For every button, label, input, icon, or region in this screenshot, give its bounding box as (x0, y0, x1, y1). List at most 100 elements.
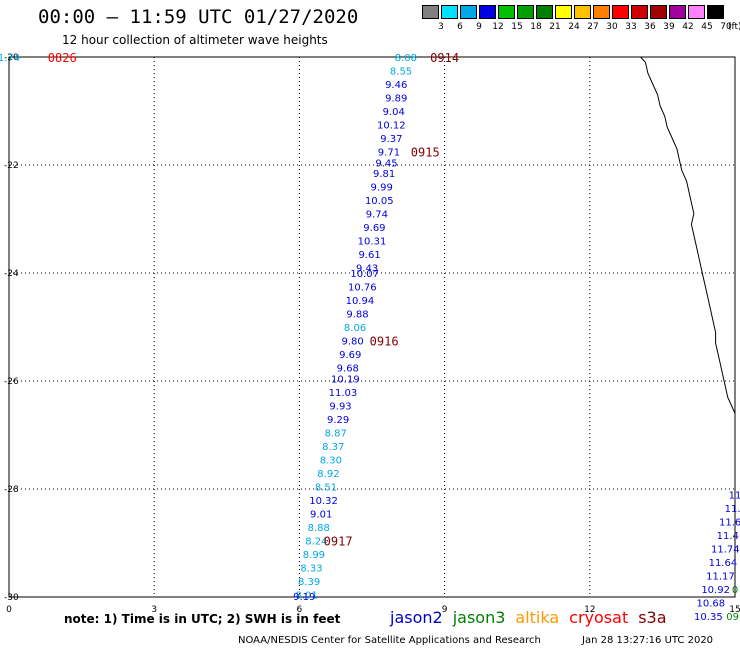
y-tick-label: -24 (4, 269, 19, 279)
satellite-legend: jason2 jason3 altika cryosat s3a (390, 608, 677, 627)
data-label: 10.92 (701, 585, 730, 596)
data-label: 9.81 (373, 169, 395, 180)
x-tick-label: 12 (584, 605, 595, 615)
legend-level-label: 36 (644, 22, 656, 32)
data-label: 9.74 (366, 210, 388, 221)
satellite-label-altika: altika (515, 608, 560, 627)
data-label: 9.80 (342, 337, 364, 348)
data-label: 11 (729, 490, 740, 501)
satellite-label-jason2: jason2 (390, 608, 443, 627)
data-label: 8.51 (315, 482, 337, 493)
y-tick-label: -28 (4, 485, 19, 495)
data-label: 8.24 (305, 536, 327, 547)
satellite-label-s3a: s3a (638, 608, 667, 627)
data-label: 8.39 (298, 577, 320, 588)
y-tick-label: -22 (4, 161, 19, 171)
data-label: 9.61 (358, 250, 380, 261)
data-label: 10.32 (309, 496, 338, 507)
data-label: 9.19 (293, 592, 315, 603)
data-label: 10.31 (358, 237, 387, 248)
data-label: 10.05 (365, 196, 394, 207)
x-tick-label: 0 (6, 605, 12, 615)
legend-swatch (460, 5, 477, 19)
data-label: 10.68 (696, 598, 725, 609)
coastline (640, 56, 736, 414)
legend-level-label: 18 (530, 22, 542, 32)
data-label: 9.89 (385, 94, 407, 105)
legend-unit: (ft) (728, 22, 740, 32)
plot-frame (8, 56, 736, 598)
data-label: 9.37 (380, 134, 402, 145)
data-label: 9.46 (385, 80, 407, 91)
time-label: 0915 (411, 146, 440, 160)
data-label: 10.76 (348, 283, 377, 294)
time-label: 0826 (48, 51, 77, 65)
data-label: 9.04 (383, 107, 405, 118)
data-label: 9.99 (371, 183, 393, 194)
y-tick-label: -30 (4, 593, 19, 603)
legend-swatch (593, 5, 610, 19)
data-label: 8.37 (322, 442, 344, 453)
legend-swatch (517, 5, 534, 19)
x-tick-label: 3 (151, 605, 157, 615)
data-label: 11.74 (711, 544, 740, 555)
legend-level-label: 42 (682, 22, 694, 32)
legend-level-label: 33 (625, 22, 637, 32)
chart-title: 00:00 – 11:59 UTC 01/27/2020 (38, 6, 359, 28)
time-label: 0917 (324, 534, 353, 548)
data-label: 10.12 (377, 121, 406, 132)
chart-subtitle: 12 hour collection of altimeter wave hei… (62, 33, 328, 47)
legend-level-label: 70 (720, 22, 732, 32)
data-label: 8.87 (325, 428, 347, 439)
legend-level-label: 6 (457, 22, 463, 32)
data-label: 8.88 (308, 523, 330, 534)
data-label: 9.88 (346, 310, 368, 321)
data-label: 9.71 (378, 148, 400, 159)
data-label: 9.01 (310, 509, 332, 520)
footnote: note: 1) Time is in UTC; 2) SWH is in fe… (64, 612, 341, 626)
legend-level-label: 24 (568, 22, 580, 32)
y-tick-label: -20 (4, 53, 19, 63)
legend-level-label: 27 (587, 22, 599, 32)
legend-level-label: 30 (606, 22, 618, 32)
data-label: 9.69 (339, 350, 361, 361)
legend-level-label: 45 (701, 22, 713, 32)
legend-swatch (498, 5, 515, 19)
data-label: 11.03 (329, 388, 358, 399)
data-label: 11.17 (706, 571, 735, 582)
legend-level-label: 3 (438, 22, 444, 32)
data-label: 8.99 (303, 550, 325, 561)
satellite-label-jason3: jason3 (452, 608, 506, 627)
x-tick-label: 6 (297, 605, 303, 615)
y-tick-label: -26 (4, 377, 19, 387)
data-label: 9.29 (327, 415, 349, 426)
legend-swatch (422, 5, 439, 19)
data-label: 8.92 (317, 469, 339, 480)
data-label: 9.93 (329, 401, 351, 412)
legend-swatch (555, 5, 572, 19)
data-label: 8.30 (320, 455, 342, 466)
legend-swatch (631, 5, 648, 19)
data-label: 8.01 (296, 590, 318, 601)
data-label: 8.55 (390, 67, 412, 78)
data-label: 10.94 (346, 296, 375, 307)
generation-time: Jan 28 13:27:16 UTC 2020 (582, 635, 714, 646)
x-tick-label: 15 (729, 605, 740, 615)
legend-level-label: 39 (663, 22, 675, 32)
data-label: 10.19 (331, 374, 360, 385)
satellite-label-cryosat: cryosat (569, 608, 629, 627)
legend-swatch (707, 5, 724, 19)
data-label: 11.6 (719, 517, 740, 528)
data-label: 9.68 (337, 364, 359, 375)
legend-swatch (669, 5, 686, 19)
legend-swatch (536, 5, 553, 19)
data-label: 11.4 (717, 531, 739, 542)
legend-swatch (612, 5, 629, 19)
data-label: 9.69 (363, 223, 385, 234)
legend-swatch (574, 5, 591, 19)
data-label: 8.08 (395, 53, 417, 64)
time-label: 0914 (430, 51, 459, 65)
legend-level-label: 21 (549, 22, 561, 32)
data-label: 10.07 (350, 269, 379, 280)
